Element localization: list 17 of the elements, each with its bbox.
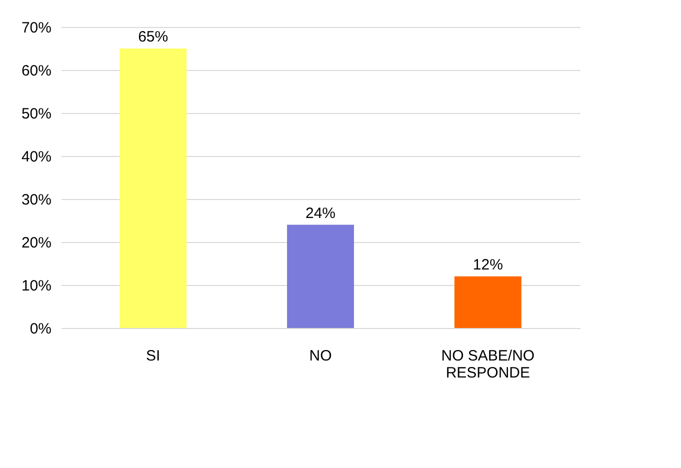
bar xyxy=(287,224,354,328)
x-tick-label: SI xyxy=(146,348,160,364)
bar xyxy=(120,48,187,328)
y-tick-label: 70% xyxy=(21,20,52,36)
y-tick-label: 10% xyxy=(21,278,52,294)
y-tick-label: 20% xyxy=(21,234,52,252)
data-label: 24% xyxy=(305,204,336,222)
x-tick-label: NO xyxy=(309,348,332,364)
y-tick-label: 60% xyxy=(21,62,52,80)
x-tick-label: NO SABE/NO RESPONDE xyxy=(441,348,535,382)
y-tick-label: 50% xyxy=(21,106,52,122)
y-tick-label: 30% xyxy=(21,192,52,208)
y-tick-label: 0% xyxy=(30,320,52,338)
bar xyxy=(454,276,522,328)
data-label: 12% xyxy=(472,256,503,274)
data-label: 65% xyxy=(138,28,168,46)
y-tick-label: 40% xyxy=(21,148,52,166)
